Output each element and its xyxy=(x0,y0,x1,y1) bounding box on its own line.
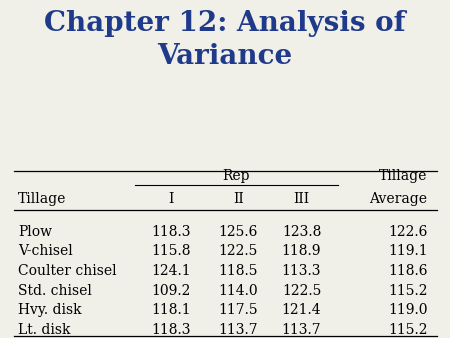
Text: 115.8: 115.8 xyxy=(151,244,191,258)
Text: Plow: Plow xyxy=(18,225,52,239)
Text: Hvy. disk: Hvy. disk xyxy=(18,303,81,317)
Text: 109.2: 109.2 xyxy=(151,284,191,297)
Text: 117.5: 117.5 xyxy=(219,303,258,317)
Text: 113.7: 113.7 xyxy=(219,323,258,337)
Text: Tillage: Tillage xyxy=(18,192,67,206)
Text: Coulter chisel: Coulter chisel xyxy=(18,264,117,278)
Text: 125.6: 125.6 xyxy=(219,225,258,239)
Text: 122.6: 122.6 xyxy=(388,225,427,239)
Text: 118.3: 118.3 xyxy=(151,225,191,239)
Text: Std. chisel: Std. chisel xyxy=(18,284,92,297)
Text: III: III xyxy=(293,192,310,206)
Text: 118.9: 118.9 xyxy=(282,244,321,258)
Text: I: I xyxy=(168,192,174,206)
Text: 121.4: 121.4 xyxy=(282,303,321,317)
Text: 118.6: 118.6 xyxy=(388,264,427,278)
Text: 118.3: 118.3 xyxy=(151,323,191,337)
Text: 114.0: 114.0 xyxy=(219,284,258,297)
Text: II: II xyxy=(233,192,244,206)
Text: 118.1: 118.1 xyxy=(151,303,191,317)
Text: 124.1: 124.1 xyxy=(151,264,191,278)
Text: Rep: Rep xyxy=(222,169,250,183)
Text: 113.3: 113.3 xyxy=(282,264,321,278)
Text: 123.8: 123.8 xyxy=(282,225,321,239)
Text: 115.2: 115.2 xyxy=(388,284,427,297)
Text: 119.0: 119.0 xyxy=(388,303,427,317)
Text: Lt. disk: Lt. disk xyxy=(18,323,71,337)
Text: 122.5: 122.5 xyxy=(219,244,258,258)
Text: 115.2: 115.2 xyxy=(388,323,427,337)
Text: 122.5: 122.5 xyxy=(282,284,321,297)
Text: Tillage: Tillage xyxy=(379,169,428,183)
Text: Average: Average xyxy=(369,192,428,206)
Text: 119.1: 119.1 xyxy=(388,244,427,258)
Text: 113.7: 113.7 xyxy=(282,323,321,337)
Text: V-chisel: V-chisel xyxy=(18,244,73,258)
Text: Chapter 12: Analysis of
Variance: Chapter 12: Analysis of Variance xyxy=(44,10,406,70)
Text: 118.5: 118.5 xyxy=(219,264,258,278)
